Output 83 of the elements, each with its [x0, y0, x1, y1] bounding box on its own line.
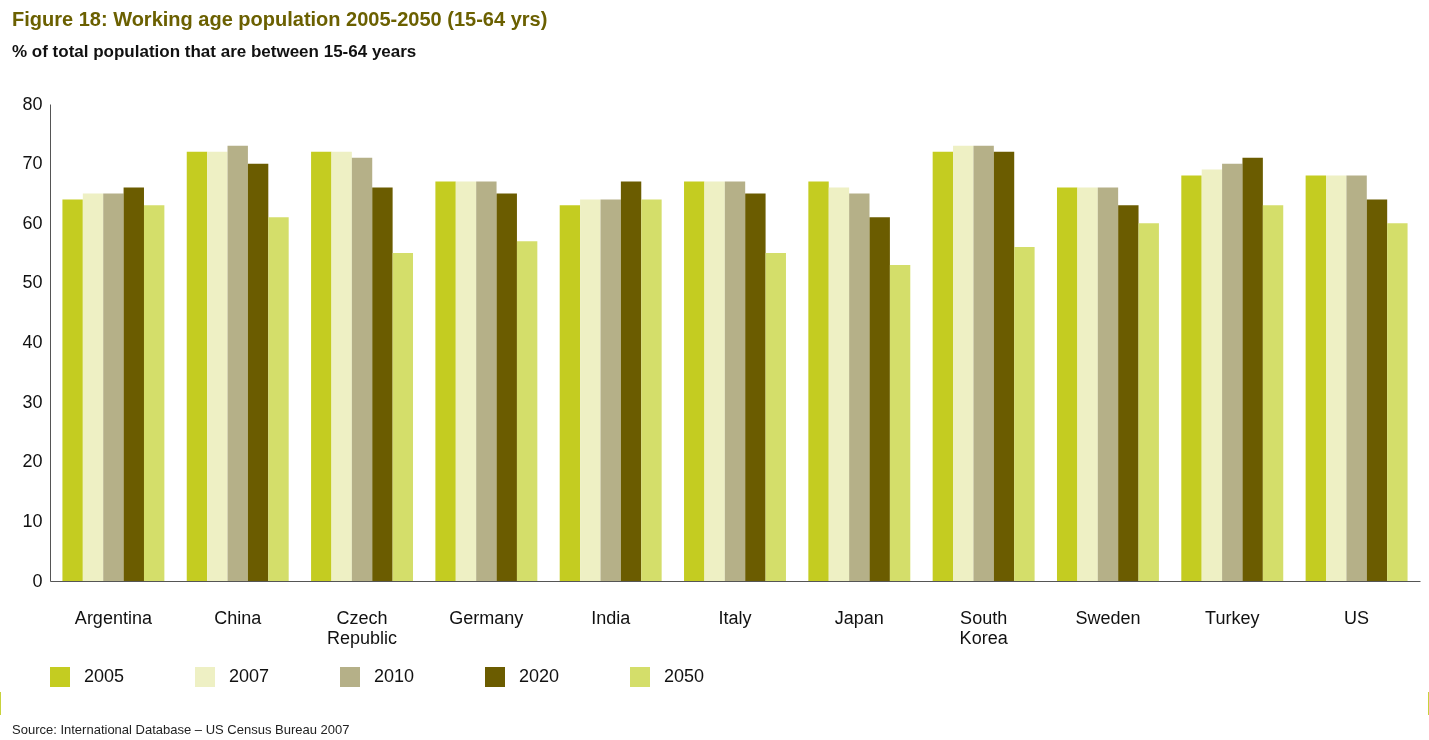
bar	[1056, 187, 1078, 581]
y-tick-label: 70	[22, 153, 43, 174]
bar	[641, 199, 662, 581]
bar	[62, 199, 83, 581]
bar	[496, 193, 517, 581]
bar	[311, 151, 332, 581]
x-tick-label: South Korea	[959, 607, 1009, 648]
bar	[123, 187, 144, 581]
bar	[1326, 175, 1347, 581]
y-tick-label: 60	[22, 212, 43, 233]
x-tick-label: Czech Republic	[327, 607, 398, 648]
x-tick-label: Italy	[718, 607, 752, 628]
bar	[247, 163, 269, 581]
bar	[1387, 223, 1408, 581]
bar	[1118, 205, 1139, 581]
legend-label: 2020	[519, 666, 560, 686]
y-tick-label: 50	[22, 272, 43, 293]
bar	[1262, 205, 1284, 581]
x-tick-label: US	[1344, 607, 1370, 628]
bar	[620, 181, 642, 581]
chart-subtitle: % of total population that are between 15-64 years	[12, 42, 417, 61]
bar	[516, 241, 538, 581]
bar	[765, 253, 786, 581]
bar	[559, 205, 581, 581]
bar	[889, 264, 911, 581]
bar	[82, 193, 104, 581]
x-tick-label: Sweden	[1075, 607, 1141, 628]
bar	[1366, 199, 1388, 581]
bar	[849, 193, 870, 581]
bar	[1222, 163, 1243, 581]
legend-label: 2007	[229, 666, 270, 686]
source-note: Source: International Database – US Census Bureau 2007	[12, 722, 350, 737]
y-tick-label: 20	[22, 451, 43, 472]
bar	[953, 145, 974, 581]
bar	[1242, 157, 1263, 581]
y-tick-label: 10	[22, 510, 43, 531]
bar	[103, 193, 124, 581]
bar	[186, 151, 208, 581]
legend-label: 2005	[84, 666, 125, 686]
bar	[1181, 175, 1202, 581]
legend-label: 2010	[374, 666, 415, 686]
x-tick-label: Japan	[834, 607, 884, 628]
bar	[207, 151, 228, 581]
bar	[1305, 175, 1327, 581]
y-tick-label: 80	[22, 93, 43, 114]
bar	[455, 181, 477, 581]
bar	[973, 145, 994, 581]
bar	[808, 181, 829, 581]
bar	[331, 151, 352, 581]
bar	[227, 145, 248, 581]
bar	[600, 199, 621, 581]
bar	[1346, 175, 1367, 581]
bar	[684, 181, 705, 581]
x-tick-label: Argentina	[74, 607, 153, 628]
x-tick-label: China	[214, 607, 263, 628]
bar	[724, 181, 746, 581]
y-tick-label: 0	[32, 570, 43, 591]
bar	[1201, 169, 1223, 581]
bar	[580, 199, 601, 581]
bar	[745, 193, 766, 581]
y-tick-label: 40	[22, 332, 43, 352]
bar	[993, 151, 1015, 581]
bar	[869, 217, 890, 581]
x-tick-label: India	[591, 607, 632, 628]
bar	[1138, 223, 1159, 581]
bar	[1097, 187, 1119, 581]
bar	[1014, 247, 1035, 581]
y-tick-label: 30	[22, 391, 43, 412]
bar	[143, 205, 165, 581]
bar	[828, 187, 850, 581]
bar	[351, 157, 373, 581]
x-tick-label: Germany	[449, 607, 524, 628]
bar	[704, 181, 725, 581]
legend-label: 2050	[664, 666, 705, 686]
bar	[932, 151, 954, 581]
x-tick-label: Turkey	[1205, 607, 1260, 628]
chart-title: Figure 18: Working age population 2005-2050 (15-64 yrs)	[12, 8, 548, 30]
bar	[435, 181, 456, 581]
bar	[268, 217, 289, 581]
bar	[392, 253, 414, 581]
bar	[372, 187, 393, 581]
bar	[1077, 187, 1098, 581]
bar	[476, 181, 497, 581]
